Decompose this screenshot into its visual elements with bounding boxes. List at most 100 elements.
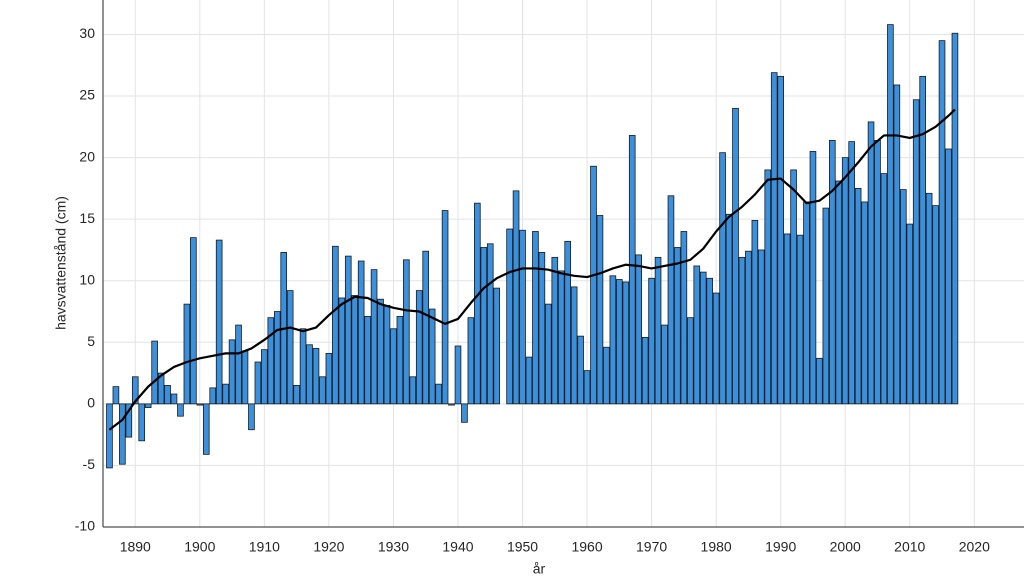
bar [674,247,681,405]
bar [861,201,868,405]
bar [241,350,249,405]
x-tick-label: 2020 [959,539,990,555]
bar [945,148,952,405]
y-tick-label: 0 [87,395,95,411]
bar [474,202,481,405]
bar [951,32,959,405]
bar [222,383,229,405]
x-tick-label: 2010 [894,539,925,555]
bar [745,250,752,405]
bar [486,243,494,405]
bar [583,370,591,405]
bar [170,393,178,405]
bar [887,24,894,405]
bar [112,386,120,405]
bar [454,345,462,405]
bar [409,376,417,405]
bar [557,270,565,405]
bar [654,256,662,405]
bar [267,317,275,405]
bar [635,254,642,405]
bar [693,265,701,405]
bar [564,240,571,405]
y-tick-label: 10 [79,271,95,287]
bar [228,339,236,405]
bar [596,215,604,405]
bar [880,173,888,405]
y-axis-label: havsvattenstånd (cm) [53,196,69,330]
bar [390,328,397,405]
bar [758,249,765,405]
bar [641,336,649,405]
bar [764,169,772,405]
bar [932,205,939,405]
bar [157,372,165,405]
bar [777,75,784,405]
bar [441,210,449,405]
y-tick-label: -10 [75,518,95,534]
bar [854,187,862,405]
bar [738,256,746,405]
y-tick-label: -5 [83,456,96,472]
bar [661,324,668,405]
bar [293,384,300,405]
bar [822,207,830,405]
bar [867,121,875,405]
bar [699,271,707,405]
x-tick-label: 1980 [701,539,732,555]
bar [177,403,184,417]
bar [712,292,720,405]
x-tick-label: 1900 [184,539,215,555]
x-tick-label: 1890 [120,539,151,555]
bar [603,346,610,405]
bar [428,308,436,405]
bar [138,403,146,442]
bar [422,250,430,405]
bar [235,324,242,405]
bar [125,403,133,438]
bar [893,84,901,405]
bar [732,107,739,405]
trend-line [108,108,956,431]
bar [719,152,726,405]
bar [816,357,823,405]
bar [338,297,346,405]
bar [570,286,578,405]
bar [848,141,855,405]
bar [383,304,391,405]
bar [202,403,210,455]
bar [493,287,501,405]
bar [925,192,933,405]
x-tick-label: 1930 [378,539,409,555]
x-tick-label: 1940 [442,539,473,555]
x-tick-label: 1950 [507,539,538,555]
bar [209,387,217,405]
bar [809,151,817,405]
bar [706,277,713,405]
bar [144,403,152,408]
bar [790,169,797,405]
bar [286,290,294,405]
bar [119,403,126,465]
y-tick-label: 5 [87,333,95,349]
x-tick-label: 2000 [830,539,861,555]
bar [190,237,197,405]
bar [254,361,262,405]
bar [616,279,623,405]
bar [770,72,778,405]
bar [332,245,339,405]
bar [519,229,526,405]
y-tick-label: 20 [79,148,95,164]
bar [900,189,907,405]
bar [403,259,410,405]
bar [783,233,791,405]
bar [151,340,158,405]
bar [183,303,191,405]
bar [467,317,475,405]
bar [874,139,881,405]
bar [377,298,384,405]
x-tick-label: 1970 [636,539,667,555]
bar [590,165,597,405]
bar [351,295,359,405]
